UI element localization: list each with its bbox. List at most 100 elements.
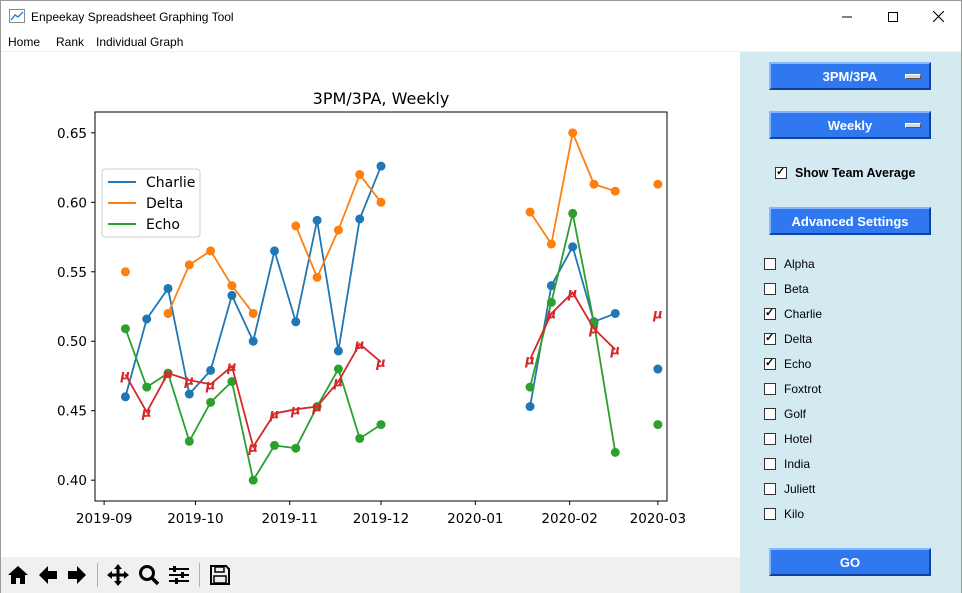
- average-point: μ: [311, 401, 322, 416]
- player-checkbox[interactable]: [764, 508, 776, 520]
- average-point: μ: [333, 376, 344, 391]
- data-point-charlie: [312, 215, 322, 225]
- player-checkbox[interactable]: [764, 331, 776, 345]
- average-point: μ: [205, 378, 216, 393]
- go-button[interactable]: GO: [769, 548, 931, 576]
- player-checkbox[interactable]: [764, 433, 776, 445]
- minimize-icon: [842, 16, 852, 17]
- player-checkbox[interactable]: [764, 458, 776, 470]
- average-point: μ: [120, 369, 131, 384]
- player-option-golf[interactable]: Golf: [764, 406, 806, 422]
- player-option-charlie[interactable]: Charlie: [764, 306, 822, 322]
- data-point-echo: [376, 420, 386, 430]
- menu-home[interactable]: Home: [8, 35, 41, 49]
- player-option-hotel[interactable]: Hotel: [764, 431, 812, 447]
- player-checkbox[interactable]: [764, 383, 776, 395]
- player-option-delta[interactable]: Delta: [764, 331, 812, 347]
- dropdown-indicator-icon: [905, 123, 921, 128]
- data-point-echo: [142, 382, 152, 392]
- data-point-echo: [355, 433, 365, 443]
- menu-bar: Home Rank Individual Graph: [1, 32, 961, 52]
- player-option-alpha[interactable]: Alpha: [764, 256, 815, 272]
- data-point-charlie: [270, 246, 280, 256]
- period-dropdown[interactable]: Weekly: [769, 111, 931, 139]
- pan-button[interactable]: [105, 562, 131, 588]
- menu-rank[interactable]: Rank: [56, 35, 85, 49]
- maximize-icon: [888, 11, 898, 22]
- player-option-india[interactable]: India: [764, 456, 810, 472]
- y-tick-label: 0.50: [57, 334, 87, 350]
- menu-individual-graph[interactable]: Individual Graph: [96, 35, 184, 49]
- data-point-charlie: [525, 402, 535, 412]
- x-tick-label: 2020-01: [447, 511, 503, 527]
- configure-subplots-button[interactable]: [166, 562, 192, 588]
- y-tick-label: 0.45: [57, 404, 87, 420]
- close-button[interactable]: [915, 1, 961, 32]
- data-point-delta: [163, 308, 173, 318]
- arrow-right-icon: [68, 566, 86, 584]
- show-team-average-toggle[interactable]: Show Team Average: [775, 165, 916, 180]
- stat-dropdown[interactable]: 3PM/3PA: [769, 62, 931, 90]
- dropdown-indicator-icon: [905, 74, 921, 79]
- average-point: μ: [588, 323, 599, 338]
- player-label: Kilo: [784, 507, 805, 521]
- player-option-juliett[interactable]: Juliett: [764, 481, 815, 497]
- data-point-charlie: [227, 290, 237, 300]
- average-point: μ: [375, 356, 386, 371]
- y-tick-label: 0.65: [57, 126, 87, 142]
- data-point-echo: [184, 436, 194, 446]
- player-checkbox[interactable]: [764, 283, 776, 295]
- data-point-delta: [291, 221, 301, 231]
- average-point: μ: [226, 360, 237, 375]
- average-point: μ: [567, 287, 578, 302]
- player-option-echo[interactable]: Echo: [764, 356, 811, 372]
- player-checkbox[interactable]: [764, 258, 776, 270]
- data-point-delta: [227, 281, 237, 291]
- player-checkbox[interactable]: [764, 356, 776, 370]
- minimize-button[interactable]: [824, 1, 870, 32]
- data-point-echo: [568, 208, 578, 218]
- advanced-settings-button[interactable]: Advanced Settings: [769, 207, 931, 235]
- maximize-button[interactable]: [870, 1, 916, 32]
- player-checkbox[interactable]: [764, 408, 776, 420]
- data-point-charlie: [653, 364, 663, 374]
- data-point-echo: [227, 377, 237, 387]
- player-checkbox[interactable]: [764, 483, 776, 495]
- data-point-charlie: [376, 161, 386, 171]
- show-team-average-checkbox[interactable]: [775, 165, 787, 179]
- average-point: μ: [354, 338, 365, 353]
- move-icon: [107, 564, 129, 586]
- forward-button[interactable]: [64, 562, 90, 588]
- back-button[interactable]: [35, 562, 61, 588]
- zoom-button[interactable]: [136, 562, 162, 588]
- data-point-delta: [610, 186, 620, 196]
- data-point-delta: [376, 197, 386, 207]
- floppy-disk-icon: [210, 565, 230, 585]
- show-team-average-label: Show Team Average: [795, 166, 916, 180]
- player-option-kilo[interactable]: Kilo: [764, 506, 804, 522]
- player-option-beta[interactable]: Beta: [764, 281, 809, 297]
- data-point-echo: [248, 475, 258, 485]
- toolbar-separator: [199, 563, 200, 587]
- x-tick-label: 2020-02: [541, 511, 597, 527]
- save-figure-button[interactable]: [207, 562, 233, 588]
- average-point: μ: [184, 374, 195, 389]
- home-icon: [8, 566, 28, 584]
- y-tick-label: 0.40: [57, 473, 87, 489]
- data-point-charlie: [142, 314, 152, 324]
- player-checkbox[interactable]: [764, 306, 776, 320]
- plot-area: 3PM/3PA, Weekly 0.40 0.45 0.50 0.55 0.60 0.65 2…: [1, 52, 740, 557]
- data-point-charlie: [333, 346, 343, 356]
- series-line-team-average: [124, 342, 382, 450]
- data-point-echo: [291, 443, 301, 453]
- data-point-echo: [653, 420, 663, 430]
- player-option-foxtrot[interactable]: Foxtrot: [764, 381, 821, 397]
- home-button[interactable]: [5, 562, 31, 588]
- player-label: Juliett: [784, 482, 816, 496]
- data-point-charlie: [568, 242, 578, 252]
- data-point-delta: [653, 179, 663, 189]
- average-point: μ: [269, 407, 280, 422]
- data-point-charlie: [610, 308, 620, 318]
- data-point-charlie: [546, 281, 556, 291]
